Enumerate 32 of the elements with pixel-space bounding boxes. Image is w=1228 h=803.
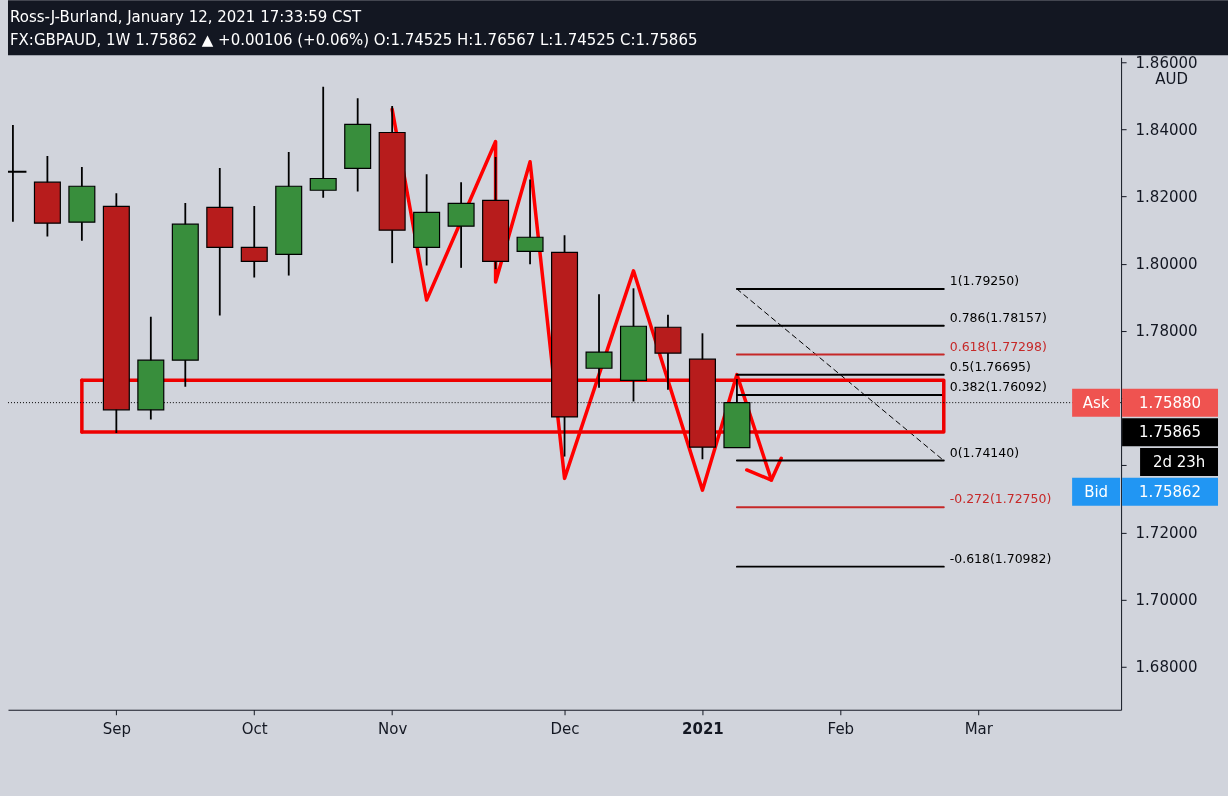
series-label: 0.786(1.78157) bbox=[949, 309, 1047, 325]
y-tick-label: 1.80000 bbox=[1135, 255, 1198, 274]
x-tick-label: Mar bbox=[964, 720, 994, 739]
x-tick-label: Dec bbox=[550, 720, 580, 739]
y-tick-label: 1.82000 bbox=[1135, 188, 1198, 207]
y-tick-label: 1.78000 bbox=[1135, 322, 1198, 341]
chart-subtitle: FX:GBPAUD, 1W 1.75862 ▲ +0.00106 (+0.06%) O:1.74525 H:1.76567 L:1.74525 C:1.75865 bbox=[9, 31, 698, 50]
text: 1.75862 bbox=[1139, 482, 1201, 501]
series-label: -0.272(1.72750) bbox=[949, 491, 1052, 507]
series-label: 0.382(1.76092) bbox=[949, 379, 1047, 395]
x-tick-label: 2021 bbox=[682, 720, 724, 739]
text: 1.75880 bbox=[1139, 393, 1201, 412]
series-label: 0(1.74140) bbox=[949, 444, 1020, 460]
text: 2d 23h bbox=[1152, 453, 1206, 471]
series-label: -0.618(1.70982) bbox=[949, 550, 1052, 566]
x-tick-label: Sep bbox=[102, 720, 131, 739]
ref-line-label: 1.75865 bbox=[1139, 423, 1201, 442]
y-tick-label: 1.84000 bbox=[1135, 120, 1198, 139]
annotation: Ask bbox=[1082, 393, 1110, 412]
series-label: 0.618(1.77298) bbox=[949, 338, 1047, 354]
y-tick-label: 1.72000 bbox=[1135, 523, 1198, 542]
y-tick-label: 1.70000 bbox=[1135, 591, 1198, 610]
y-tick-label: 1.68000 bbox=[1135, 658, 1198, 677]
y-axis-title: AUD bbox=[1155, 69, 1188, 88]
chart-title: Ross-J-Burland, January 12, 2021 17:33:59 CST bbox=[9, 8, 363, 27]
series-label: 0.5(1.76695) bbox=[949, 358, 1031, 374]
series-label: 1(1.79250) bbox=[949, 272, 1020, 288]
annotation: Bid bbox=[1084, 482, 1109, 501]
y-tick-label: 1.86000 bbox=[1135, 53, 1198, 72]
x-tick-label: Nov bbox=[378, 720, 408, 739]
x-tick-label: Oct bbox=[241, 720, 268, 739]
x-tick-label: Feb bbox=[827, 720, 855, 739]
